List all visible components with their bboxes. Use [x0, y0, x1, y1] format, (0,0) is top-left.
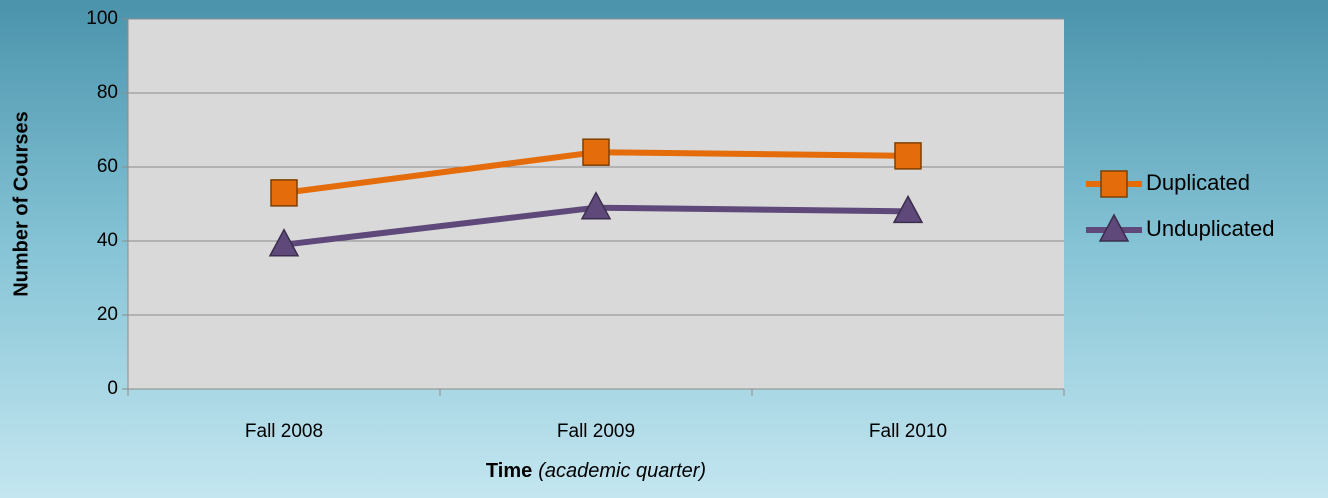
y-axis-title: Number of Courses — [10, 111, 32, 297]
y-tick-label: 20 — [97, 304, 118, 325]
y-tick-label: 100 — [86, 8, 118, 29]
data-point — [580, 191, 612, 220]
data-point — [894, 142, 922, 170]
legend-swatch-marker — [1098, 213, 1130, 242]
x-tick-label: Fall 2009 — [557, 421, 635, 442]
data-point — [270, 179, 298, 207]
data-point — [582, 138, 610, 166]
data-point — [268, 228, 300, 257]
legend-swatch-marker — [1100, 170, 1128, 198]
x-axis-title-note: (academic quarter) — [538, 460, 706, 482]
legend-label: Duplicated — [1146, 170, 1250, 195]
y-tick-label: 40 — [97, 230, 118, 251]
data-point — [892, 194, 924, 224]
y-tick-label: 60 — [97, 156, 118, 177]
x-axis-title: Time (academic quarter) — [486, 460, 706, 482]
legend-label: Unduplicated — [1146, 216, 1274, 241]
x-tick-label: Fall 2010 — [869, 421, 947, 442]
x-axis-title-main: Time — [486, 460, 532, 482]
y-tick-label: 80 — [97, 82, 118, 103]
x-tick-label: Fall 2008 — [245, 421, 323, 442]
y-tick-label: 0 — [107, 378, 118, 399]
